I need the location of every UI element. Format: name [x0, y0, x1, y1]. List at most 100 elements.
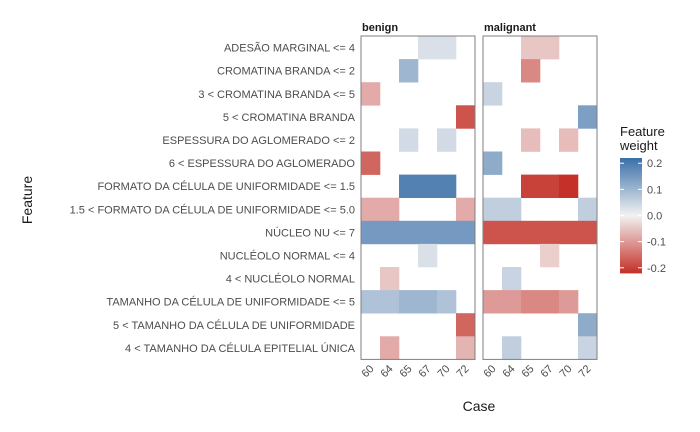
heat-cell	[418, 290, 438, 314]
colorbar-segment	[620, 228, 642, 232]
heat-cell	[380, 290, 400, 314]
feature-label: ESPESSURA DO AGLOMERADO <= 2	[162, 135, 355, 147]
x-tick-label: 67	[538, 363, 555, 380]
x-tick-label: 70	[435, 363, 452, 380]
colorbar-segment	[620, 225, 642, 228]
heat-cell	[540, 174, 560, 198]
heat-cell	[559, 290, 579, 314]
colorbar-segment	[620, 246, 642, 249]
colorbar-segment	[620, 242, 642, 245]
colorbar-segment	[620, 209, 642, 213]
colorbar-segment	[620, 263, 642, 266]
heat-cell	[456, 105, 476, 129]
colorbar-segment	[620, 238, 642, 241]
feature-label: 4 < NUCLÉOLO NORMAL	[226, 273, 355, 286]
legend-tick-label: 0.2	[647, 158, 662, 170]
colorbar-segment	[620, 202, 642, 205]
colorbar-segment	[620, 219, 642, 222]
heat-cell	[361, 82, 381, 106]
colorbar-segment	[620, 223, 642, 226]
heat-cell	[521, 128, 541, 152]
heat-cell	[380, 267, 400, 291]
colorbar-segment	[620, 175, 642, 178]
legend-tick-label: 0.1	[647, 184, 662, 196]
colorbar-segment	[620, 198, 642, 201]
colorbar-segment	[620, 184, 642, 188]
heat-cell	[437, 128, 457, 152]
colorbar-segment	[620, 171, 642, 174]
feature-label: ADESÃO MARGINAL <= 4	[224, 42, 355, 55]
facet-label-benign: benign	[362, 22, 398, 34]
heat-cell	[399, 59, 419, 83]
heat-cell	[361, 290, 381, 314]
feature-label: 5 < CROMATINA BRANDA	[223, 112, 356, 124]
colorbar-segment	[620, 227, 642, 230]
heat-cell	[502, 220, 522, 245]
heat-cell	[502, 336, 522, 360]
feature-label: 3 < CROMATINA BRANDA <= 5	[198, 89, 355, 101]
colorbar-segment	[620, 177, 642, 180]
heat-cell	[521, 36, 541, 60]
panel-border-benign	[360, 35, 476, 360]
colorbar-segment	[620, 261, 642, 264]
heat-cell	[483, 151, 503, 175]
colorbar-segment	[620, 173, 642, 176]
colorbar-segment	[620, 269, 642, 272]
feature-label: 6 < ESPESSURA DO AGLOMERADO	[169, 158, 356, 170]
heat-cell	[578, 313, 598, 337]
heat-cell	[437, 36, 457, 60]
colorbar-segment	[620, 267, 642, 270]
colorbar-segment	[620, 240, 642, 243]
heat-cell	[418, 174, 438, 198]
heat-cell	[521, 220, 541, 245]
feature-label: NÚCLEO NU <= 7	[265, 226, 355, 239]
heat-cell	[540, 220, 560, 245]
heat-cell	[361, 151, 381, 175]
heat-cell	[540, 243, 560, 268]
heat-cell	[578, 220, 598, 245]
y-axis-title: Feature	[19, 176, 35, 224]
heat-cell	[418, 243, 438, 268]
colorbar-segment	[620, 217, 642, 220]
heat-cell	[437, 290, 457, 314]
feature-label: FORMATO DA CÉLULA DE UNIFORMIDADE <= 1.5	[97, 180, 355, 193]
colorbar-segment	[620, 250, 642, 253]
facet-label-malignant: malignant	[484, 22, 536, 34]
colorbar-segment	[620, 253, 642, 257]
x-tick-label: 72	[454, 363, 471, 380]
colorbar-segment	[620, 165, 642, 168]
feature-label: 5 < TAMANHO DA CÉLULA DE UNIFORMIDADE	[113, 319, 355, 332]
colorbar-segment	[620, 186, 642, 190]
colorbar-segment	[620, 204, 642, 207]
heat-cell	[540, 36, 560, 60]
x-tick-label: 70	[557, 363, 574, 380]
heat-cell	[578, 336, 598, 360]
colorbar-segment	[620, 159, 642, 163]
colorbar-segment	[620, 244, 642, 247]
panel-border-malignant	[482, 35, 598, 360]
x-tick-label: 60	[481, 363, 498, 380]
colorbar-segment	[620, 248, 642, 251]
heat-cell	[456, 336, 476, 360]
colorbar-segment	[620, 181, 642, 184]
colorbar-segment	[620, 255, 642, 259]
colorbar-segment	[620, 236, 642, 239]
colorbar-segment	[620, 192, 642, 195]
heat-cell	[502, 290, 522, 314]
heat-cell	[521, 174, 541, 198]
colorbar-segment	[620, 251, 642, 255]
x-tick-label: 64	[378, 363, 395, 380]
heat-cell	[380, 220, 400, 245]
heat-cell	[399, 220, 419, 245]
heat-cell	[559, 220, 579, 245]
colorbar-segment	[620, 232, 642, 236]
heat-cell	[456, 313, 476, 337]
heat-cell	[483, 220, 503, 245]
colorbar-segment	[620, 265, 642, 268]
legend-tick-label: -0.2	[647, 263, 666, 275]
heat-cell	[380, 197, 400, 222]
colorbar-segment	[620, 207, 642, 211]
colorbar-segment	[620, 179, 642, 182]
colorbar-segment	[620, 259, 642, 262]
